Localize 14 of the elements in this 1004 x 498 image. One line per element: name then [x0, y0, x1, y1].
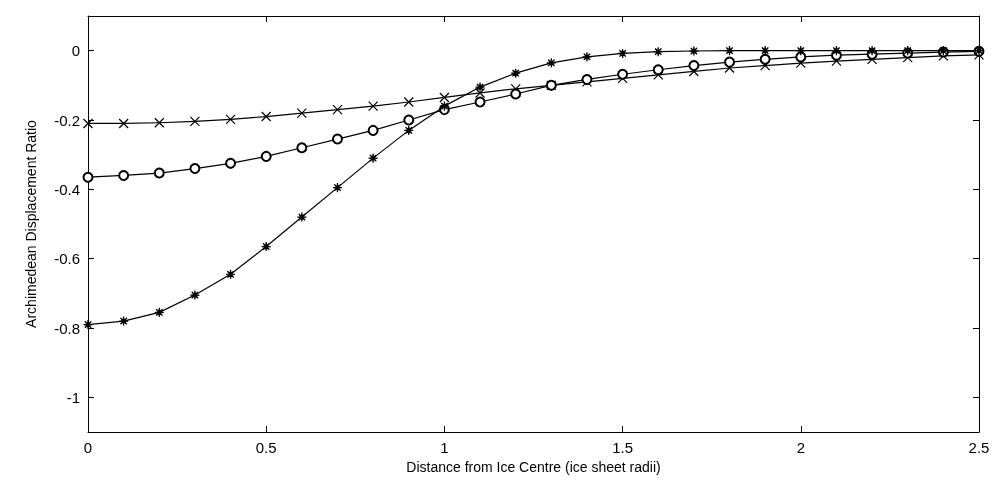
x-tick-label: 1: [440, 439, 449, 456]
y-tick-label: -1: [66, 388, 80, 406]
x-tick-label: 0: [83, 439, 93, 456]
y-tick-label: -0.6: [54, 250, 80, 268]
y-tick-label: -0.2: [54, 111, 80, 129]
x-tick-label: 2: [796, 439, 805, 456]
x-tick-label: 2.5: [968, 439, 990, 456]
y-axis-title: Archimedean Displacement Ratio: [23, 119, 39, 328]
x-axis-title: Distance from Ice Centre (ice sheet radii): [406, 458, 661, 475]
y-tick-label: -0.4: [54, 180, 80, 198]
x-tick-label: 0.5: [255, 439, 277, 456]
y-tick-label: -0.8: [54, 319, 80, 337]
x-tick-label: 1.5: [612, 439, 634, 456]
y-tick-label: 0: [71, 42, 80, 60]
